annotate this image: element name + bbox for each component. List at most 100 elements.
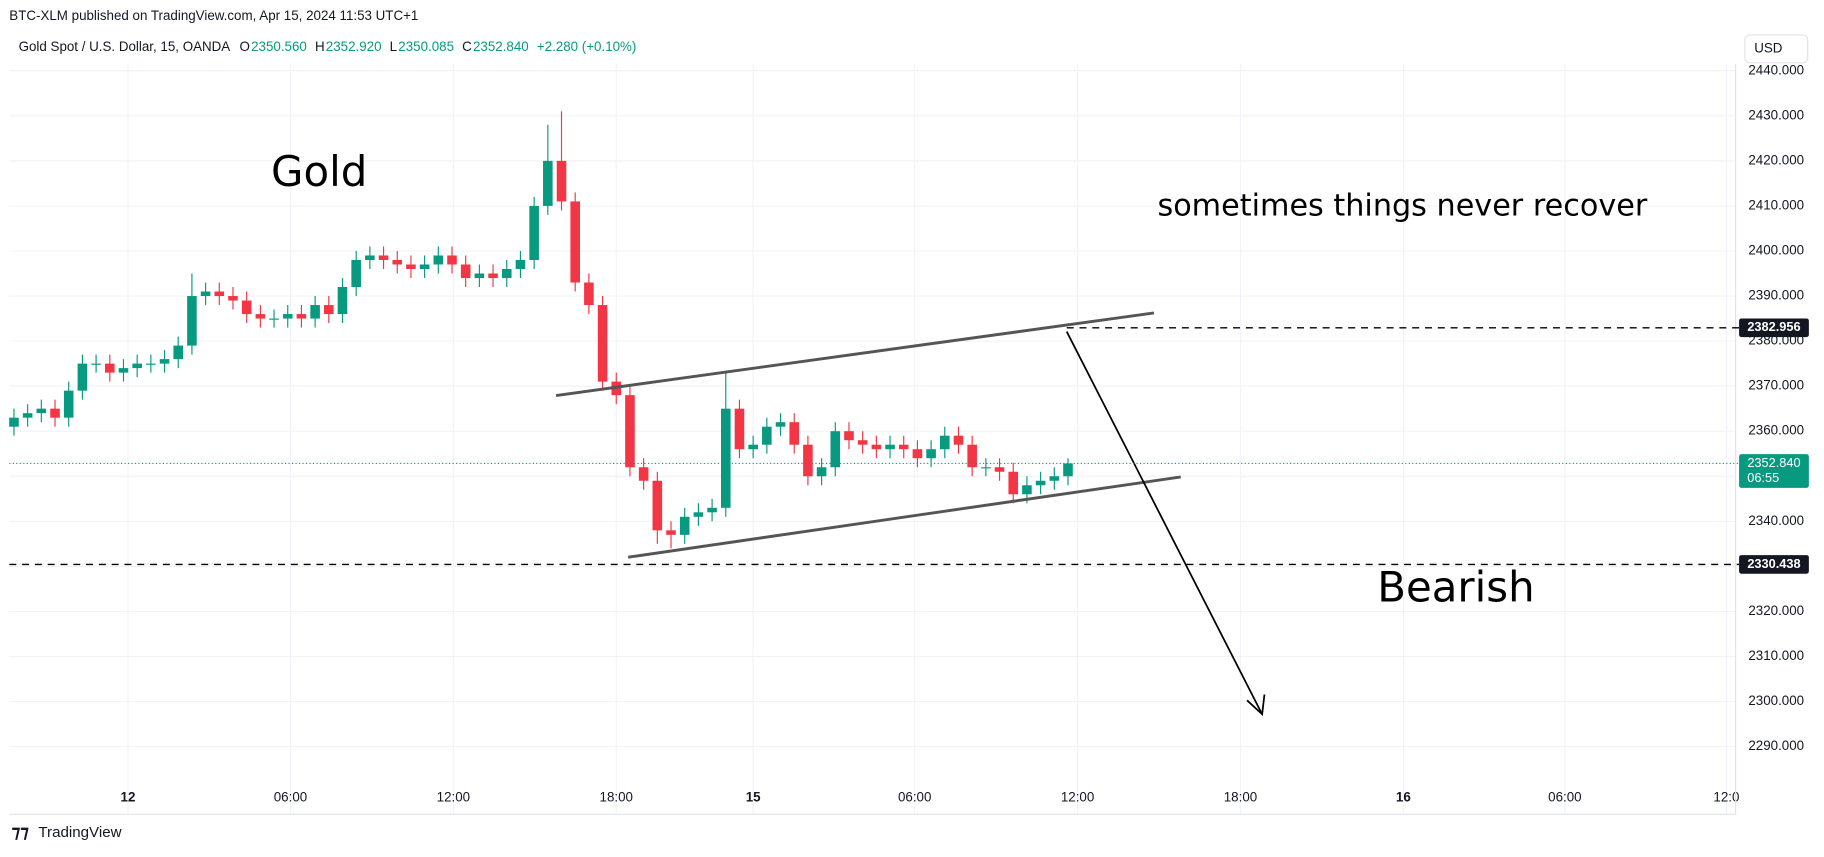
candle-body	[200, 291, 211, 297]
candle-body	[885, 444, 895, 450]
x-tick-label: 06:00	[898, 790, 931, 805]
candle-body	[570, 201, 580, 283]
x-tick-label: 06:00	[274, 790, 307, 805]
y-tick-label: 2430.000	[1748, 107, 1804, 122]
candle-body	[392, 259, 403, 265]
annotation: Bearish	[1377, 562, 1534, 611]
candle-body	[269, 318, 279, 320]
x-tick-label: 15	[746, 790, 761, 805]
level-label: 2382.956	[1747, 319, 1800, 334]
last-price-label: 2352.840	[1747, 455, 1800, 470]
ohlc-key: C	[462, 39, 472, 54]
candle-body	[324, 305, 334, 315]
candle-body	[132, 363, 142, 369]
candle-body	[597, 305, 608, 382]
y-tick-label: 2290.000	[1748, 738, 1804, 753]
candle-body	[638, 467, 649, 481]
candle-body	[981, 467, 991, 469]
annotation: Gold	[271, 147, 367, 196]
candle-body	[22, 413, 33, 418]
y-tick-label: 2400.000	[1748, 243, 1804, 258]
candle-body	[365, 255, 375, 260]
x-tick-label: 12:00	[1061, 790, 1094, 805]
channel-lower	[627, 475, 1181, 559]
ohlc-value: 2352.920	[326, 39, 382, 54]
candle-body	[789, 422, 800, 445]
candle-body	[584, 282, 594, 306]
level-label-box	[1739, 555, 1809, 574]
candle-body	[666, 530, 676, 535]
y-tick-label: 2320.000	[1748, 603, 1804, 618]
candle-body	[1063, 463, 1073, 477]
candle-body	[515, 259, 526, 269]
y-tick-label: 2440.000	[1748, 62, 1804, 77]
candle-body	[146, 363, 156, 365]
ohlc-value: 2352.840	[473, 39, 529, 54]
candle-body	[953, 435, 964, 445]
candle-body	[830, 431, 841, 468]
candle-body	[693, 512, 704, 517]
candle-body	[104, 363, 115, 373]
candle-body	[173, 345, 184, 360]
candle-body	[816, 467, 827, 477]
candle-body	[337, 287, 348, 315]
y-tick-label: 2420.000	[1748, 152, 1804, 167]
candle-body	[474, 273, 485, 279]
candle-body	[748, 444, 758, 450]
candle-body	[50, 408, 60, 418]
candle-body	[775, 422, 786, 427]
ohlc-key: H	[315, 39, 325, 54]
candle-body	[9, 417, 19, 427]
candle-body	[433, 255, 444, 265]
footer-brand: TradingView	[38, 824, 121, 841]
candle-body	[803, 444, 813, 477]
candle-body	[556, 160, 567, 202]
symbol: Gold Spot / U.S. Dollar, 15, OANDA	[19, 39, 231, 54]
last-price-box	[1739, 454, 1809, 488]
y-tick-label: 2300.000	[1748, 693, 1804, 708]
candle-body	[720, 408, 731, 508]
candle-body	[679, 516, 690, 535]
candle-body	[707, 507, 717, 513]
candle-body	[77, 363, 88, 391]
candle-body	[447, 255, 457, 265]
candle-body	[844, 431, 854, 441]
candle-body	[159, 359, 170, 364]
candle-body	[1049, 476, 1060, 481]
candle-body	[351, 259, 361, 288]
candle-body	[118, 368, 129, 373]
x-tick-label: 12	[121, 790, 136, 805]
candle-body	[63, 390, 74, 418]
countdown: 06:55	[1747, 470, 1779, 485]
currency-button[interactable]	[1744, 34, 1809, 64]
annotation: sometimes things never recover	[1157, 189, 1647, 224]
y-tick-label: 2390.000	[1748, 288, 1804, 303]
candle-body	[543, 160, 553, 206]
candle-body	[734, 408, 745, 450]
candle-body	[912, 449, 923, 459]
ohlc-value: 2350.560	[251, 39, 307, 54]
candle-body	[187, 296, 197, 346]
publisher: BTC-XLM published on TradingView.com, Ap…	[9, 8, 418, 23]
channel-upper	[555, 311, 1155, 397]
candle-body	[460, 264, 471, 279]
candle-body	[625, 395, 635, 468]
candle-body	[871, 444, 882, 450]
candle-body	[1008, 471, 1019, 495]
candle-body	[214, 291, 225, 297]
candle-body	[91, 363, 101, 365]
x-tick-label: 12:0	[1713, 790, 1739, 805]
x-tick-label: 16	[1396, 790, 1411, 805]
candle-body	[282, 314, 293, 319]
candle-body	[241, 300, 252, 315]
candle-body	[529, 205, 539, 260]
candle-body	[419, 264, 430, 269]
currency[interactable]: USD	[1754, 40, 1783, 55]
candle-body	[1022, 485, 1032, 495]
x-tick-label: 18:00	[1224, 790, 1257, 805]
candle-body	[967, 444, 977, 468]
candle-body	[228, 296, 238, 301]
y-tick-label: 2360.000	[1748, 423, 1804, 438]
